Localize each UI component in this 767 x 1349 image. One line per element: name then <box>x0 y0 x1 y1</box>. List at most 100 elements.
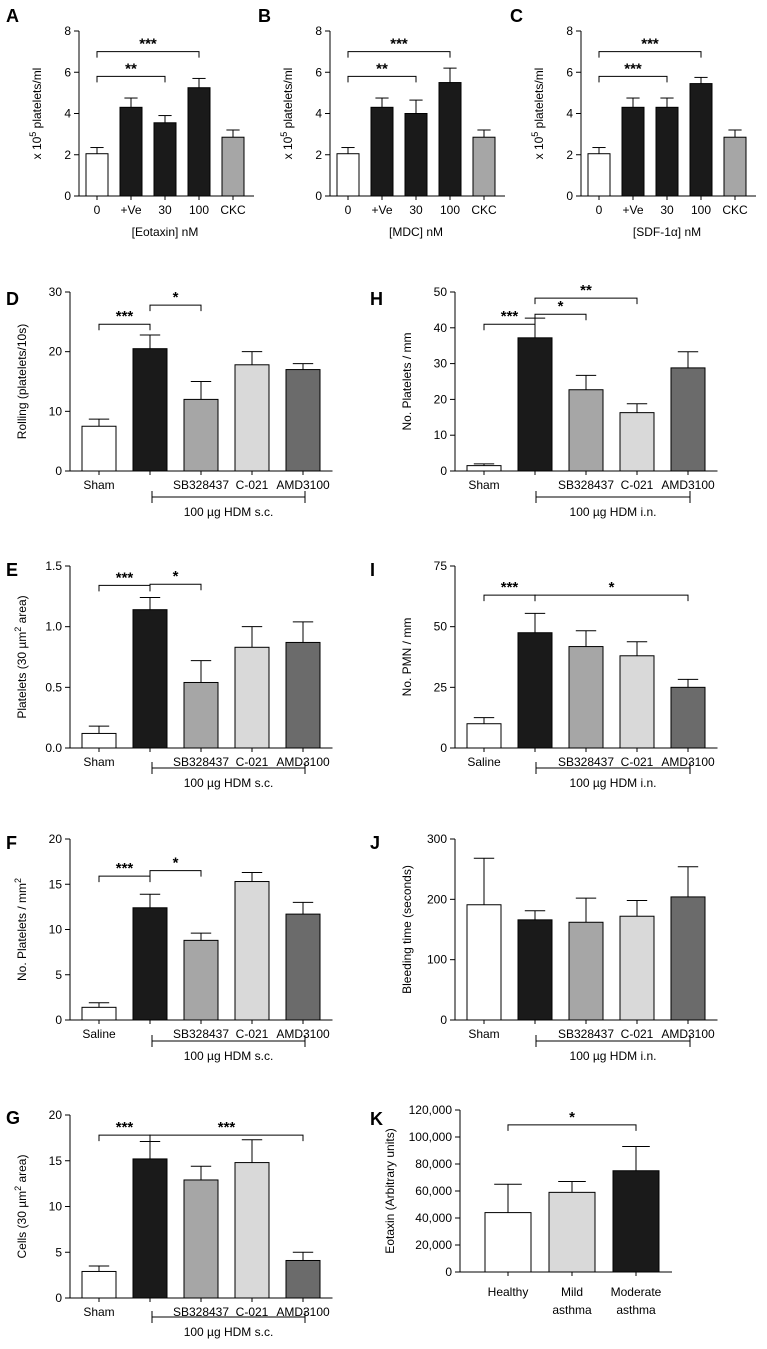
bar <box>81 425 117 472</box>
y-tick-label: 40,000 <box>415 1211 452 1225</box>
x-tick-label: Moderate asthma <box>611 1285 662 1317</box>
x-tick-label: +Ve <box>371 203 392 217</box>
x-tick-label: CKC <box>722 203 748 217</box>
y-axis-title: Platelets (30 µm2 area) <box>13 595 29 718</box>
y-tick-label: 4 <box>315 107 322 121</box>
x-tick-label: Saline <box>82 1027 116 1041</box>
bar <box>517 919 553 1021</box>
significance-bracket <box>534 594 689 602</box>
significance-label: ** <box>376 60 388 77</box>
bar <box>670 896 706 1021</box>
significance-bracket <box>149 304 202 312</box>
significance-bracket <box>98 323 151 331</box>
chart-panel-i: I 0 25 50 75 No. PMN / mm Saline SB328437 C-021 A… <box>370 559 718 790</box>
y-tick-label: 6 <box>566 65 573 79</box>
x-tick-label: 30 <box>158 203 172 217</box>
significance-label: *** <box>390 36 408 53</box>
y-axis-title-part: No. Platelets / mm <box>15 883 29 981</box>
bar <box>670 686 706 749</box>
x-axis-title: [MDC] nM <box>389 225 443 239</box>
y-tick-label: 4 <box>64 107 71 121</box>
y-tick-label: 0 <box>64 189 71 203</box>
bar <box>517 632 553 749</box>
x-tick-label: 100 <box>691 203 711 217</box>
y-axis-title-part: platelets/ml <box>30 68 44 132</box>
y-axis-title-sup: 2 <box>13 627 23 632</box>
y-tick-label: 200 <box>427 892 447 906</box>
group-label: 100 µg HDM s.c. <box>184 505 274 519</box>
y-tick-label: 0 <box>315 189 322 203</box>
y-tick-label: 5 <box>55 1245 62 1259</box>
bar <box>183 1179 219 1299</box>
significance-bracket <box>96 51 200 58</box>
y-axis-title: Eotaxin (Arbitrary units) <box>383 1128 397 1253</box>
bar <box>655 106 679 197</box>
bar <box>285 369 321 472</box>
bar <box>221 136 245 197</box>
significance-label: *** <box>501 579 519 596</box>
y-tick-label: 0 <box>566 189 573 203</box>
significance-bracket <box>149 583 202 591</box>
significance-bracket <box>96 75 166 83</box>
y-tick-label: 0 <box>445 1265 452 1279</box>
x-tick-label: Sham <box>83 1305 114 1319</box>
y-axis-title-part: platelets/ml <box>281 68 295 132</box>
x-tick-label: SB328437 <box>173 478 229 492</box>
bar <box>466 904 502 1021</box>
bar <box>132 348 168 472</box>
bar <box>670 367 706 472</box>
bar <box>587 153 611 197</box>
bar <box>517 337 553 472</box>
y-axis-title: x 105 platelets/ml <box>28 68 44 160</box>
y-tick-label: 40 <box>434 321 448 335</box>
panel-letter: K <box>370 1109 383 1129</box>
panel-letter: A <box>6 6 19 26</box>
significance-bracket <box>483 323 536 331</box>
x-tick-label: C-021 <box>621 478 654 492</box>
y-axis-title-sup: 5 <box>279 132 289 137</box>
significance-label: ** <box>125 60 137 77</box>
y-tick-label: 10 <box>49 923 63 937</box>
y-tick-label: 2 <box>315 148 322 162</box>
group-label: 100 µg HDM i.n. <box>570 776 657 790</box>
bar <box>81 1270 117 1299</box>
bar <box>85 153 109 197</box>
x-tick-label: 100 <box>440 203 460 217</box>
significance-bracket <box>598 75 668 83</box>
bar <box>285 913 321 1021</box>
chart-panel-b: B 0 2 4 6 8 x 105 platelets/ml 0 +Ve 30 100 CKC [MDC… <box>258 6 505 239</box>
y-axis-title: x 105 platelets/ml <box>530 68 546 160</box>
significance-label: *** <box>116 860 134 877</box>
panel-letter: E <box>6 560 18 580</box>
y-axis-title-part: Cells (30 µm <box>15 1191 29 1259</box>
chart-panel-c: C 0 2 4 6 8 x 105 platelets/ml 0 +Ve 30 100 CKC [SDF… <box>510 6 756 239</box>
bar <box>132 907 168 1021</box>
y-axis-title: No. Platelets / mm2 <box>13 878 29 981</box>
x-tick-label: AMD3100 <box>276 1027 330 1041</box>
y-tick-label: 30 <box>49 285 63 299</box>
chart-panel-g: G 0 5 10 15 20 Cells (30 µm2 area) Sham SB328437… <box>6 1108 333 1339</box>
x-tick-label: AMD3100 <box>276 1305 330 1319</box>
group-label: 100 µg HDM s.c. <box>184 1325 274 1339</box>
y-tick-label: 4 <box>566 107 573 121</box>
bar <box>285 1259 321 1299</box>
bar <box>484 1212 532 1273</box>
significance-bracket <box>347 75 417 83</box>
y-tick-label: 0.0 <box>45 741 62 755</box>
x-tick-label: C-021 <box>236 478 269 492</box>
bar <box>119 106 143 197</box>
y-tick-label: 10 <box>49 404 63 418</box>
x-tick-label: Saline <box>467 755 501 769</box>
x-tick-label: AMD3100 <box>661 478 715 492</box>
x-tick-label: AMD3100 <box>661 755 715 769</box>
bar <box>234 364 270 472</box>
panel-letter: C <box>510 6 523 26</box>
panel-letter: F <box>6 833 17 853</box>
bar <box>568 646 604 749</box>
significance-bracket <box>98 875 151 883</box>
x-tick-label: C-021 <box>236 1027 269 1041</box>
y-tick-label: 100 <box>427 953 447 967</box>
y-tick-label: 15 <box>49 877 63 891</box>
bar <box>183 939 219 1021</box>
